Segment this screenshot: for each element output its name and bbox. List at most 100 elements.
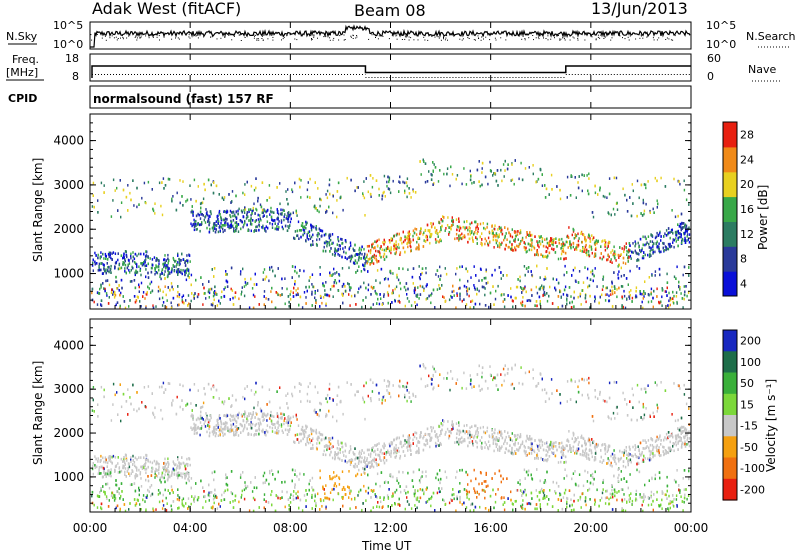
echo-cell xyxy=(307,181,309,184)
echo-cell xyxy=(132,179,134,182)
echo-cell xyxy=(431,292,433,295)
echo-cell xyxy=(414,227,416,231)
echo-cell xyxy=(106,258,109,261)
echo-cell xyxy=(216,293,218,296)
echo-cell xyxy=(108,283,111,287)
echo-cell xyxy=(378,238,380,242)
echo-cell xyxy=(578,175,580,178)
echo-cell xyxy=(430,301,432,305)
echo-cell xyxy=(302,226,305,229)
echo-cell xyxy=(388,247,390,250)
echo-cell xyxy=(664,185,667,188)
echo-cell xyxy=(455,476,457,479)
echo-cell xyxy=(388,249,391,253)
echo-cell xyxy=(145,201,147,205)
echo-cell xyxy=(667,305,670,309)
echo-cell xyxy=(155,271,157,274)
echo-cell xyxy=(517,238,519,241)
echo-cell xyxy=(402,471,404,474)
echo-cell xyxy=(408,232,410,236)
echo-cell xyxy=(652,245,654,248)
echo-cell xyxy=(309,276,311,279)
echo-cell xyxy=(391,291,393,295)
echo-cell xyxy=(412,229,415,233)
echo-cell xyxy=(642,256,645,260)
echo-cell xyxy=(618,473,620,477)
echo-cell xyxy=(286,214,288,218)
echo-cell xyxy=(113,292,116,296)
echo-cell xyxy=(307,231,310,234)
echo-cell xyxy=(636,265,638,268)
echo-cell xyxy=(366,253,368,257)
echo-cell xyxy=(566,380,569,383)
echo-cell xyxy=(386,291,389,294)
echo-cell xyxy=(97,269,99,272)
echo-cell xyxy=(399,236,402,240)
echo-cell xyxy=(105,472,107,476)
echo-cell xyxy=(637,241,639,245)
echo-cell xyxy=(171,269,173,272)
echo-cell xyxy=(230,220,233,224)
echo-cell xyxy=(368,244,370,248)
echo-cell xyxy=(529,502,532,506)
echo-cell xyxy=(107,269,109,272)
echo-cell xyxy=(613,285,616,288)
echo-cell xyxy=(459,265,461,269)
echo-cell xyxy=(504,247,506,251)
echo-cell xyxy=(552,447,554,450)
echo-cell xyxy=(171,285,173,289)
echo-cell xyxy=(610,496,612,499)
echo-cell xyxy=(634,240,636,243)
echo-cell xyxy=(172,195,174,198)
echo-cell xyxy=(341,238,343,241)
echo-cell xyxy=(348,246,351,249)
echo-cell xyxy=(492,235,495,238)
echo-cell xyxy=(257,218,260,221)
echo-cell xyxy=(662,241,664,245)
echo-cell xyxy=(226,218,228,221)
echo-cell xyxy=(218,429,220,433)
echo-cell xyxy=(200,206,202,210)
echo-cell xyxy=(600,245,602,248)
echo-cell xyxy=(437,275,440,278)
echo-cell xyxy=(299,269,301,272)
echo-cell xyxy=(626,253,628,256)
echo-cell xyxy=(500,480,502,484)
echo-cell xyxy=(263,493,266,496)
echo-cell xyxy=(584,469,586,473)
echo-cell xyxy=(428,230,431,234)
echo-cell xyxy=(190,198,192,201)
echo-cell xyxy=(267,208,269,212)
echo-cell xyxy=(559,290,561,294)
echo-cell xyxy=(549,489,551,492)
echo-cell xyxy=(569,240,571,243)
echo-cell xyxy=(428,434,431,437)
echo-cell xyxy=(184,273,186,277)
echo-cell xyxy=(325,232,327,236)
echo-cell xyxy=(612,457,614,460)
echo-cell xyxy=(125,250,127,254)
echo-cell xyxy=(645,237,647,241)
echo-cell xyxy=(179,258,181,262)
echo-cell xyxy=(362,398,364,401)
echo-cell xyxy=(655,242,658,246)
echo-cell xyxy=(230,215,232,219)
echo-cell xyxy=(650,287,653,291)
echo-cell xyxy=(635,294,637,297)
echo-cell xyxy=(111,491,113,495)
echo-cell xyxy=(433,163,435,166)
echo-cell xyxy=(657,247,660,250)
echo-cell xyxy=(217,230,220,234)
echo-cell xyxy=(550,173,553,177)
echo-cell xyxy=(169,288,171,292)
echo-cell xyxy=(236,226,238,230)
date-title: 13/Jun/2013 xyxy=(591,0,688,18)
echo-cell xyxy=(450,227,452,231)
echo-cell xyxy=(294,181,296,185)
echo-cell xyxy=(618,263,620,267)
echo-cell xyxy=(514,240,516,243)
echo-cell xyxy=(583,437,585,441)
echo-cell xyxy=(208,296,210,299)
echo-cell xyxy=(431,173,433,177)
echo-cell xyxy=(377,250,379,253)
